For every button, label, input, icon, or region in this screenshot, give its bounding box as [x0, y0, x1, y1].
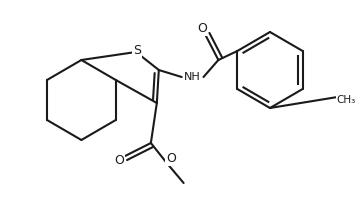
- Text: S: S: [133, 44, 141, 56]
- Text: O: O: [114, 154, 124, 168]
- Text: O: O: [166, 151, 176, 165]
- Text: O: O: [198, 22, 207, 34]
- Text: CH₃: CH₃: [337, 95, 356, 105]
- Text: NH: NH: [184, 72, 201, 82]
